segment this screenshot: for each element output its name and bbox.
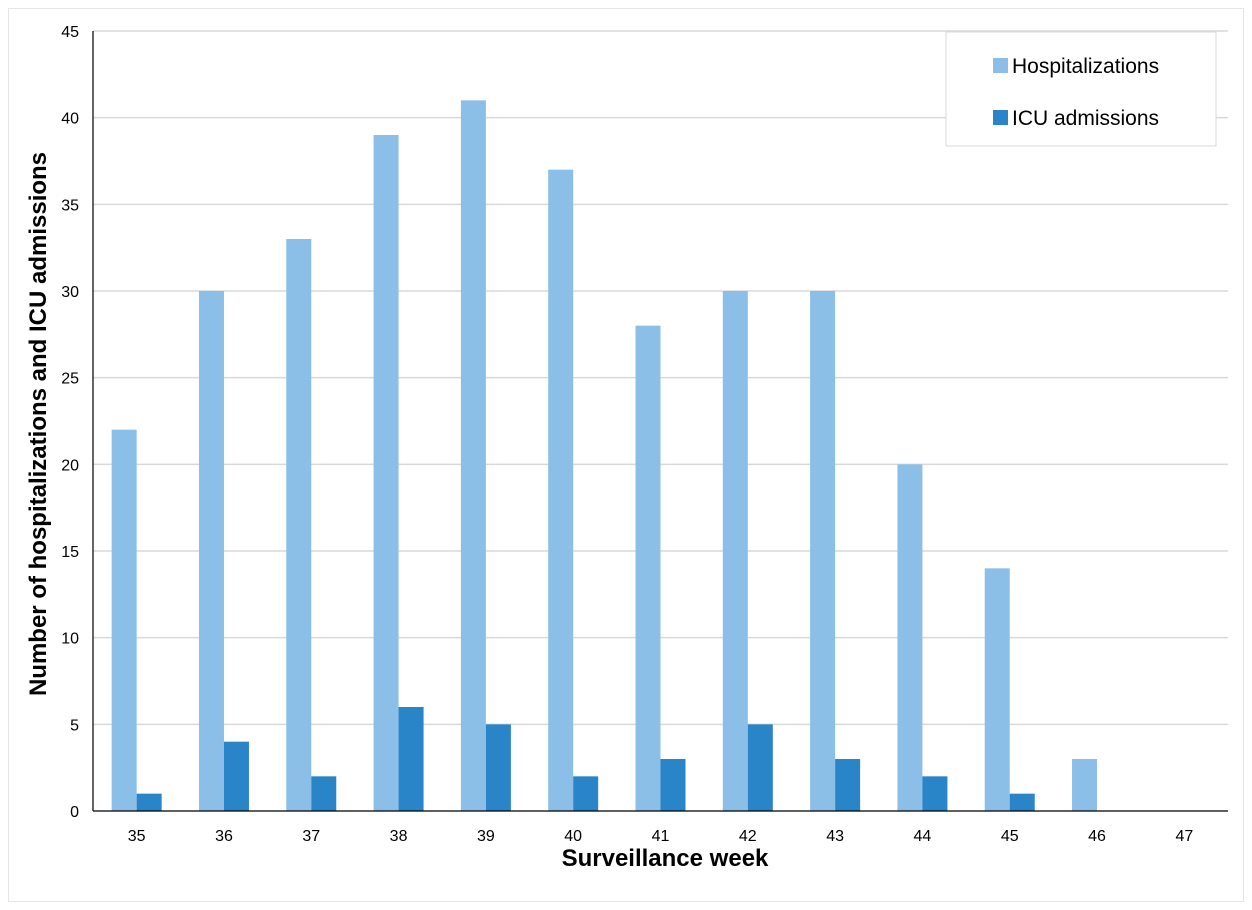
bar-hospitalizations-week-45 (984, 568, 1010, 811)
axes (92, 31, 1228, 812)
y-tick-labels: 0 5 10 15 20 25 30 35 40 45 (61, 24, 79, 821)
x-tick-label: 36 (215, 828, 233, 845)
legend-label-hospitalizations: Hospitalizations (1012, 55, 1159, 78)
bar-icu-admissions-week-36 (223, 741, 249, 811)
y-tick-label: 45 (61, 24, 79, 41)
bar-icu-admissions-week-45 (1009, 793, 1035, 811)
bar-icu-admissions-week-43 (835, 759, 861, 811)
bar-hospitalizations-week-36 (198, 291, 224, 811)
x-tick-label: 42 (739, 828, 757, 845)
bar-icu-admissions-week-39 (485, 724, 511, 811)
x-tick-label: 35 (128, 828, 146, 845)
bar-icu-admissions-week-40 (573, 776, 599, 811)
bar-icu-admissions-week-41 (660, 759, 686, 811)
bar-icu-admissions-week-42 (747, 724, 773, 811)
bar-icu-admissions-week-38 (398, 707, 424, 811)
gridlines (93, 30, 1228, 726)
x-tick-label: 38 (390, 828, 408, 845)
y-tick-label: 35 (61, 197, 79, 214)
y-tick-label: 5 (70, 717, 79, 734)
legend-box (945, 31, 1217, 147)
bar-icu-admissions-week-44 (922, 776, 948, 811)
bars (111, 100, 1098, 812)
bar-hospitalizations-week-43 (810, 291, 836, 811)
bar-icu-admissions-week-35 (136, 793, 162, 811)
y-tick-label: 10 (61, 631, 79, 648)
y-tick-label: 0 (70, 804, 79, 821)
y-tick-label: 25 (61, 371, 79, 388)
x-axis-title: Surveillance week (562, 845, 769, 872)
bar-hospitalizations-week-37 (286, 239, 312, 811)
y-tick-label: 30 (61, 284, 79, 301)
bar-hospitalizations-week-44 (897, 464, 923, 811)
y-axis-title: Number of hospitalizations and ICU admis… (25, 152, 52, 696)
legend-swatch-icu-admissions (993, 110, 1008, 125)
bar-hospitalizations-week-46 (1072, 759, 1098, 811)
y-tick-label: 20 (61, 457, 79, 474)
legend-swatch-hospitalizations (993, 58, 1008, 73)
x-tick-labels: 35 36 37 38 39 40 41 42 43 44 45 46 47 (128, 828, 1194, 845)
bar-hospitalizations-week-35 (111, 429, 137, 811)
bar-hospitalizations-week-41 (635, 325, 661, 811)
x-tick-label: 39 (477, 828, 495, 845)
legend-label-icu-admissions: ICU admissions (1012, 107, 1159, 130)
x-tick-label: 46 (1088, 828, 1106, 845)
x-tick-label: 41 (652, 828, 670, 845)
x-tick-label: 40 (564, 828, 582, 845)
y-tick-label: 40 (61, 111, 79, 128)
bar-hospitalizations-week-42 (722, 291, 748, 811)
x-tick-label: 43 (826, 828, 844, 845)
bar-hospitalizations-week-39 (460, 100, 486, 812)
bar-hospitalizations-week-38 (373, 135, 399, 811)
x-tick-label: 37 (302, 828, 320, 845)
legend: Hospitalizations ICU admissions (945, 31, 1217, 147)
x-tick-label: 44 (914, 828, 932, 845)
bar-hospitalizations-week-40 (548, 169, 574, 811)
bar-icu-admissions-week-37 (311, 776, 337, 811)
x-tick-label: 47 (1175, 828, 1193, 845)
y-tick-label: 15 (61, 544, 79, 561)
x-tick-label: 45 (1001, 828, 1019, 845)
chart-frame (8, 8, 1244, 902)
